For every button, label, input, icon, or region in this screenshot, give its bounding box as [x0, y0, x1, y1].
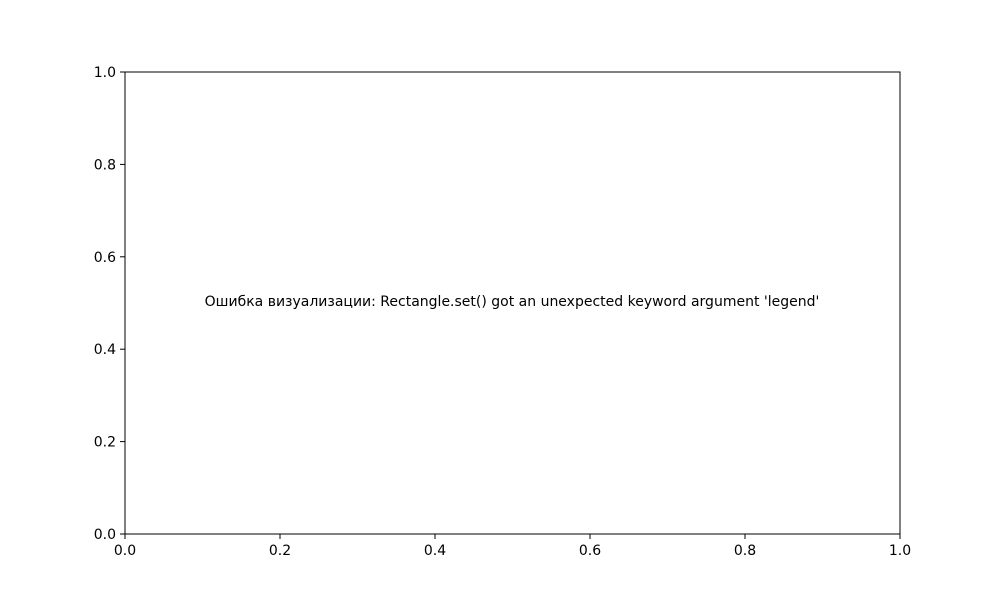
- y-axis: 0.0 0.2 0.4 0.6 0.8 1.0: [94, 65, 125, 543]
- y-tick-label: 0.6: [94, 250, 116, 266]
- y-tick-label: 0.0: [94, 527, 116, 543]
- y-tick-label: 0.8: [94, 157, 116, 173]
- x-tick-label: 0.8: [734, 543, 756, 559]
- plot-area: [124, 71, 901, 535]
- x-tick-label: 0.0: [114, 543, 136, 559]
- x-tick-label: 0.2: [269, 543, 291, 559]
- y-tick-label: 0.2: [94, 435, 116, 451]
- error-annotation: Ошибка визуализации: Rectangle.set() got…: [205, 294, 820, 310]
- y-tick-label: 1.0: [94, 65, 116, 81]
- x-axis: 0.0 0.2 0.4 0.6 0.8 1.0: [114, 534, 911, 559]
- x-tick-label: 1.0: [889, 543, 911, 559]
- x-tick-label: 0.4: [424, 543, 446, 559]
- y-tick-label: 0.4: [94, 342, 116, 358]
- x-tick-label: 0.6: [579, 543, 601, 559]
